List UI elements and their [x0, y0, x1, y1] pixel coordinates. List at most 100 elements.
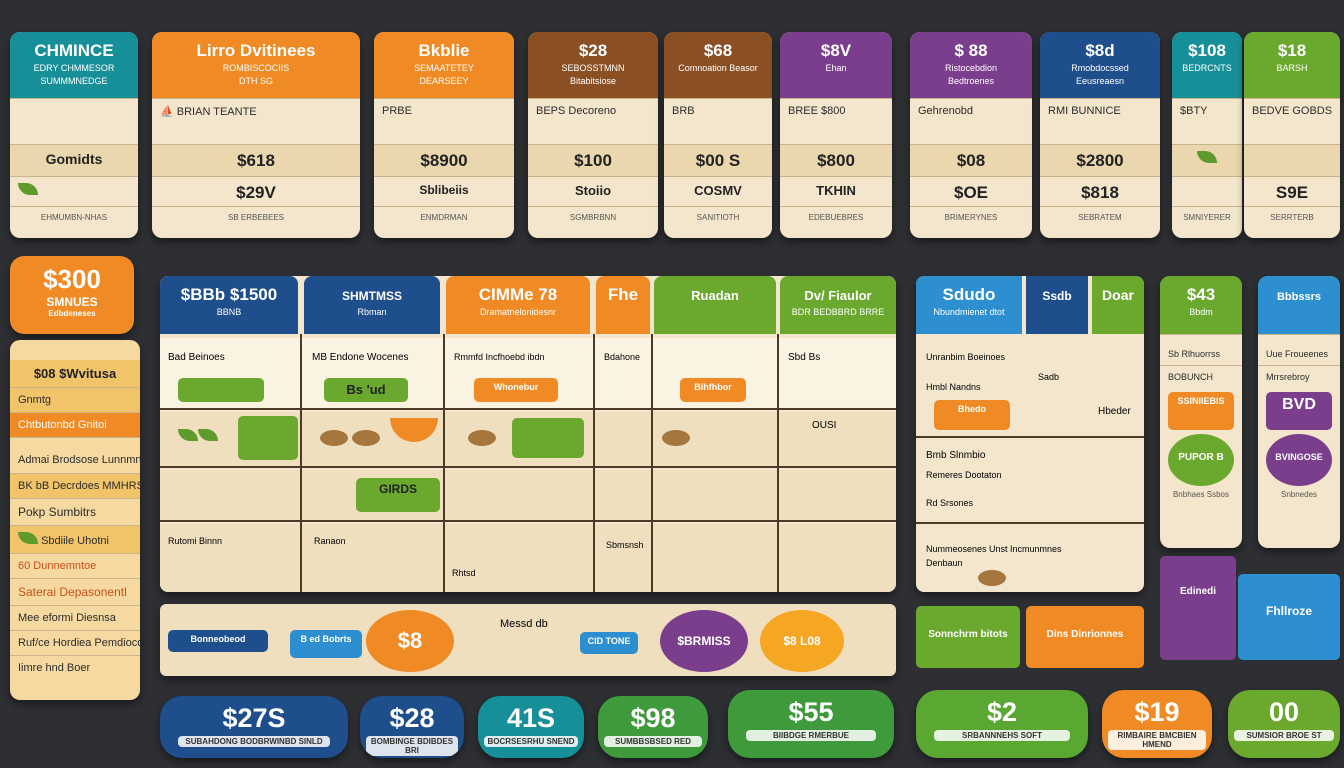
card-row: SEBRATEM — [1040, 206, 1160, 228]
table-row: OUSI — [160, 412, 896, 468]
cell: Bad Beinoes — [168, 352, 225, 363]
caption: Snbnedes — [1280, 490, 1318, 499]
cell: Sbd Bs — [788, 352, 821, 363]
list-item[interactable]: Pokp Sumbitrs — [10, 498, 140, 525]
far-right-card-1[interactable]: Bbbssrs Uue Froueenes Mrrsrebroy BVD BVI… — [1258, 276, 1340, 548]
list-item[interactable]: 60 Dunnemntoe — [10, 553, 140, 578]
table-row: Bad Beinoes MB Endone Wocenes Rmmfd Incf… — [160, 338, 896, 410]
top-card-2[interactable]: Bkblie SEMAATETEY DEARSEEY PRBE $8900 Sbli… — [374, 32, 514, 238]
purple-circle[interactable]: BVINGOSE — [1266, 434, 1332, 486]
price-pill[interactable]: 41S BOCRSESRHU SNEND — [478, 696, 584, 758]
price-pill[interactable]: $28 BOMBINGE BDIBDES BRI — [360, 696, 464, 758]
list-item[interactable]: Saterai Depasonentl — [10, 578, 140, 605]
bottom-right-tag[interactable]: Sonnchrm bitots — [916, 606, 1020, 668]
list-item[interactable]: Ruf/ce Hordiea Pemdiocodoe — [10, 630, 140, 655]
bottom-right-tag[interactable]: Fhllroze — [1238, 574, 1340, 660]
list-item[interactable]: Chtbutonbd Gnitoi — [10, 412, 140, 437]
price-circle[interactable]: $8 — [366, 610, 454, 672]
right-table: Sdudo Nbundmienet dtot Ssdb Doar Unranbim… — [916, 276, 1144, 592]
col-header[interactable]: Doar — [1092, 276, 1144, 334]
green-circle[interactable]: PUPOR B — [1168, 434, 1234, 486]
col-header[interactable]: CIMMe 78 Dramatnelonidesnr — [446, 276, 590, 334]
bottom-bar: Messd db Bonneobeod B ed Bobrts $8 CID T… — [160, 604, 896, 676]
leaf-icon — [1197, 151, 1217, 163]
card-price: $29V — [152, 176, 360, 206]
col-header[interactable]: $BBb $1500 BBNB — [160, 276, 298, 334]
list-item[interactable]: Mee eformi Diesnsa — [10, 605, 140, 630]
top-card-4[interactable]: $68 Comnoation Beasor BRB $00 S COSMV SAN… — [664, 32, 772, 238]
card-row — [1244, 144, 1340, 176]
price-pill[interactable]: $19 RIMBAIRE BMCBIEN HMEND — [1102, 690, 1212, 758]
list-item[interactable]: Gnmtg — [10, 387, 140, 412]
chip[interactable]: Bonneobeod — [168, 630, 268, 652]
col-header[interactable]: Sdudo Nbundmienet dtot — [916, 276, 1022, 334]
orange-tag[interactable]: SSINIIEBIS — [1168, 392, 1234, 430]
list-item[interactable]: BK bB Decrdoes MMHRS — [10, 473, 140, 498]
card-row: SANITIOTH — [664, 206, 772, 228]
card-title: CHMINCE — [34, 41, 114, 60]
top-card-5[interactable]: $8V Ehan BREE $800 $800 TKHIN EDEBUEBRES — [780, 32, 892, 238]
left-badge[interactable]: $300 SMNUES Edbdeneses — [10, 256, 134, 334]
green-tag[interactable]: Bs 'ud — [324, 378, 408, 402]
price-pill[interactable]: $2 SRBANNNEHS SOFT — [916, 690, 1088, 758]
list-item[interactable]: Sbdiile Uhotni — [10, 525, 140, 553]
col-header[interactable]: Dv/ Fiaulor BDR BEDBBRD BRRE — [780, 276, 896, 334]
green-tag[interactable]: GIRDS — [356, 478, 440, 512]
card-price: $618 — [152, 144, 360, 176]
green-tag[interactable] — [238, 416, 298, 460]
top-card-3[interactable]: $28 SEBOSSTMNN Bitabitsiose BEPS Decoreno … — [528, 32, 658, 238]
top-card-7[interactable]: $8d Rmobdocssed Eeusreaesn RMI BUNNICE $28… — [1040, 32, 1160, 238]
price-value: $19 — [1134, 697, 1180, 727]
top-card-header: $8d Rmobdocssed Eeusreaesn — [1040, 32, 1160, 98]
card-row: RMI BUNNICE — [1040, 98, 1160, 144]
cell: Hmbl Nandns — [926, 382, 981, 392]
top-card-header: $68 Comnoation Beasor — [664, 32, 772, 98]
card-price: $8900 — [374, 144, 514, 176]
card-subtitle: EDRY CHMMESOR — [33, 62, 115, 73]
list-item: Mrrsrebroy — [1258, 365, 1340, 388]
top-card-8[interactable]: $108 BEDRCNTS $BTY SMNIYERER — [1172, 32, 1242, 238]
col-header[interactable]: Ssdb — [1026, 276, 1088, 334]
chip[interactable]: B ed Bobrts — [290, 630, 362, 658]
chip[interactable]: CID TONE — [580, 632, 638, 654]
price-pill[interactable]: $55 BIIBDGE RMERBUE — [728, 690, 894, 758]
price-pill[interactable]: 00 SUMSIOR BROE ST — [1228, 690, 1340, 758]
green-tag[interactable] — [512, 418, 584, 458]
green-tag[interactable] — [178, 378, 264, 402]
cell: Rd Srsones — [926, 498, 974, 508]
col-header[interactable]: Fhe — [596, 276, 650, 334]
cell: Sbmsnsh — [606, 540, 644, 550]
card-row — [1172, 144, 1242, 176]
top-card-header: $ 88 Ristocebdion Bedtroenes — [910, 32, 1032, 98]
top-card-header: $28 SEBOSSTMNN Bitabitsiose — [528, 32, 658, 98]
table-row: Rutomi Binnn Ranaon Rhtsd Sbmsnsh — [160, 524, 896, 592]
cell: Rmmfd Incfhoebd ibdn — [454, 352, 545, 362]
list-item[interactable]: $08 $Wvitusa — [10, 360, 140, 387]
purple-tag[interactable]: BVD — [1266, 392, 1332, 430]
top-card-1[interactable]: Lirro Dvitinees ROMBISCOCIIS DTH SG ⛵ BRIA… — [152, 32, 360, 238]
food-icon — [662, 430, 690, 451]
bottom-right-tag[interactable]: Dins Dinrionnes — [1026, 606, 1144, 668]
top-card-9[interactable]: $18 BARSH BEDVE GOBDS S9E SERRTERB — [1244, 32, 1340, 238]
price-caption: BOCRSESRHU SNEND — [484, 736, 578, 747]
cell: Hbeder — [1098, 406, 1131, 417]
price-pill[interactable]: $98 SUMBBSBSED RED — [598, 696, 708, 758]
bottom-right-tag[interactable]: Edinedi — [1160, 556, 1236, 660]
price-circle[interactable]: $8 L08 — [760, 610, 844, 672]
orange-tag[interactable]: Whonebur — [474, 378, 558, 402]
list-item[interactable]: Admai Brodsose Lunnmnes — [10, 437, 140, 473]
col-header[interactable]: Ruadan — [654, 276, 776, 334]
orange-tag[interactable]: Bhedo — [934, 400, 1010, 430]
price-circle[interactable]: $BRMISS — [660, 610, 748, 672]
price-pill[interactable]: $27S SUBAHDONG BODBRWINBD SINLD — [160, 696, 348, 758]
col-header[interactable]: SHMTMSS Rbman — [304, 276, 440, 334]
far-right-card-0[interactable]: $43 Bbdm Sb Rlhuorrss BOBUNCH SSINIIEBIS … — [1160, 276, 1242, 548]
top-card-0[interactable]: CHMINCE EDRY CHMMESOR SUMMMNEDGE Gomidts… — [10, 32, 138, 238]
top-card-6[interactable]: $ 88 Ristocebdion Bedtroenes Gehrenobd $08… — [910, 32, 1032, 238]
card-price: $100 — [528, 144, 658, 176]
list-item[interactable]: Iimre hnd Boer — [10, 655, 140, 680]
orange-tag[interactable]: Bihfhbor — [680, 378, 746, 402]
card-row: TKHIN — [780, 176, 892, 206]
card-header: Bbbssrs — [1258, 276, 1340, 334]
